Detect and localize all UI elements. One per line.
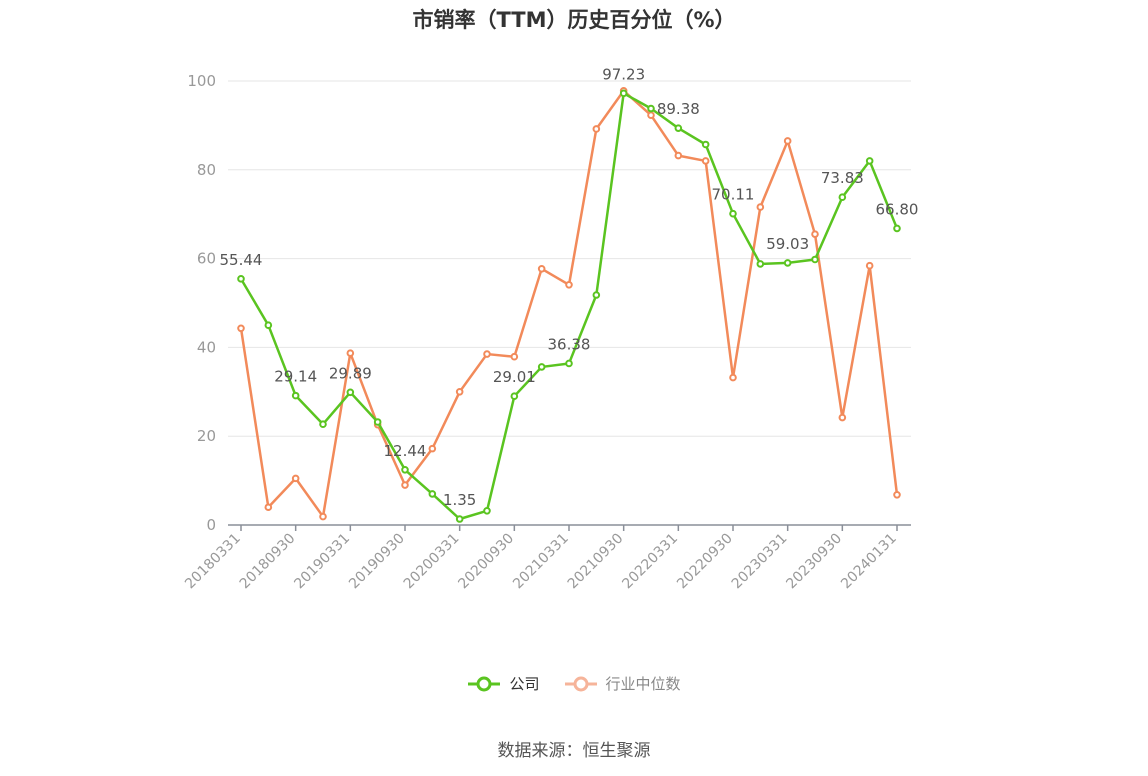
industry-data-point: [483, 350, 491, 358]
company-data-label: 59.03: [766, 235, 809, 253]
y-tick-label: 20: [197, 427, 216, 445]
company-data-label: 29.89: [329, 364, 372, 382]
industry-data-point: [592, 125, 601, 133]
company-data-point: [701, 140, 710, 149]
x-tick-label: 20220930: [674, 531, 736, 593]
company-data-point: [619, 89, 628, 98]
x-tick-label: 20220331: [619, 531, 681, 593]
data-source: 数据来源：恒生聚源: [497, 741, 651, 761]
industry-data-point: [428, 444, 437, 453]
industry-data-point: [729, 373, 737, 382]
industry-data-point: [865, 261, 874, 270]
company-data-point: [510, 392, 519, 400]
industry-data-point: [264, 503, 273, 512]
industry-data-point: [783, 137, 792, 145]
company-data-label: 1.35: [443, 491, 476, 509]
legend-item-industry[interactable]: 行业中位数: [564, 673, 681, 694]
industry-series-line: [239, 89, 899, 518]
company-data-point: [729, 209, 737, 218]
industry-data-point: [893, 491, 901, 499]
company-data-point: [811, 255, 819, 264]
company-series-line: [239, 92, 899, 521]
legend-industry-label: 行业中位数: [605, 675, 681, 693]
x-tick-label: 20190331: [291, 531, 353, 593]
legend-industry-marker-icon: [564, 676, 597, 691]
company-data-point: [565, 359, 573, 368]
company-data-point: [455, 515, 464, 523]
company-data-label: 66.80: [876, 200, 919, 218]
company-data-point: [865, 157, 874, 165]
company-data-label: 70.11: [712, 186, 755, 204]
industry-data-point: [455, 388, 464, 396]
x-tick-label: 20210331: [510, 531, 572, 593]
company-data-point: [346, 388, 355, 397]
company-data-point: [319, 420, 327, 429]
company-data-point: [264, 321, 273, 330]
company-data-label: 12.44: [384, 442, 427, 460]
company-data-point: [291, 391, 300, 400]
company-data-point: [647, 104, 655, 113]
industry-data-point: [537, 265, 546, 273]
company-data-point: [674, 124, 683, 132]
company-data-point: [483, 506, 491, 515]
x-tick-label: 20180331: [182, 531, 244, 593]
industry-data-point: [237, 324, 245, 333]
company-data-point: [373, 418, 382, 426]
company-data-label: 29.14: [274, 368, 317, 386]
company-data-point: [756, 260, 765, 268]
industry-data-point: [346, 349, 355, 357]
company-data-point: [893, 224, 901, 233]
industry-data-point: [401, 481, 409, 489]
company-data-label: 29.01: [493, 368, 536, 386]
company-data-label: 36.38: [548, 335, 591, 353]
industry-data-point: [647, 111, 655, 119]
y-tick-label: 0: [206, 516, 216, 534]
legend-company-marker-icon: [468, 676, 501, 691]
x-tick-label: 20230930: [783, 531, 845, 593]
legend-item-company[interactable]: 公司: [467, 673, 540, 694]
x-tick-label: 20230331: [729, 531, 791, 593]
company-data-label: 89.38: [657, 100, 700, 118]
industry-data-point: [319, 512, 327, 521]
y-tick-label: 60: [197, 250, 216, 268]
company-data-point: [838, 193, 847, 201]
company-data-point: [428, 490, 437, 498]
industry-data-point: [510, 352, 519, 361]
x-tick-label: 20210930: [565, 531, 627, 593]
company-data-point: [401, 465, 409, 474]
industry-data-point: [291, 474, 300, 483]
x-tick-label: 20190930: [346, 531, 408, 593]
company-data-point: [592, 291, 601, 299]
industry-data-point: [811, 230, 819, 238]
company-data-point: [237, 275, 245, 283]
y-tick-label: 40: [197, 338, 216, 356]
x-tick-label: 20200331: [401, 531, 463, 593]
company-data-label: 55.44: [220, 251, 263, 269]
industry-data-point: [756, 203, 765, 211]
line-chart: 0 20 40 60 80 100 2018033120180930201903312019…: [182, 65, 919, 593]
industry-data-point: [565, 280, 573, 289]
industry-data-point: [701, 157, 710, 165]
legend: 公司 行业中位数: [0, 673, 1148, 694]
chart-title: 市销率（TTM）历史百分位（%）: [412, 8, 736, 32]
company-data-point: [537, 363, 546, 371]
company-data-point: [783, 259, 792, 267]
legend-company-label: 公司: [509, 675, 540, 693]
y-tick-label: 80: [197, 161, 216, 179]
x-tick-label: 20200930: [455, 531, 517, 593]
company-data-label: 97.23: [602, 65, 645, 83]
industry-data-point: [838, 413, 847, 422]
x-tick-label: 20180930: [237, 531, 299, 593]
company-data-label: 73.83: [821, 169, 864, 187]
industry-data-point: [674, 151, 683, 160]
y-tick-label: 100: [187, 72, 216, 90]
x-tick-label: 20240131: [838, 531, 900, 593]
